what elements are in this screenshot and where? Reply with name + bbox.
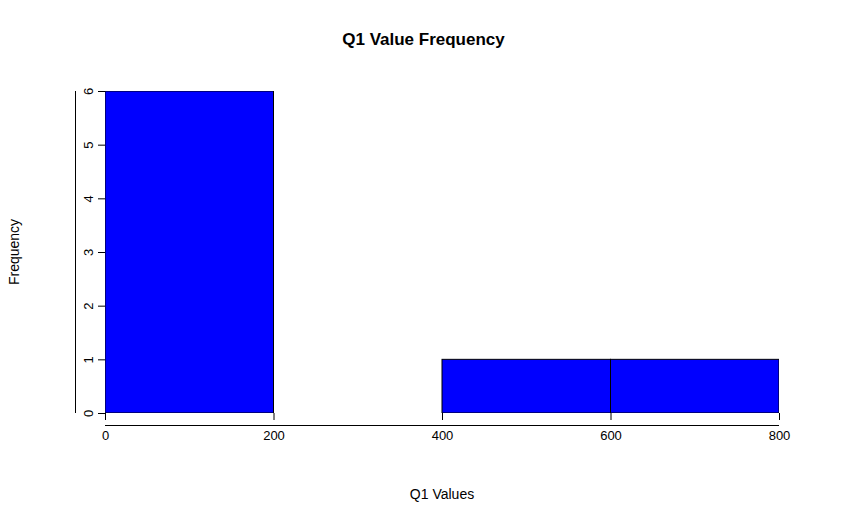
svg-text:0: 0	[81, 410, 96, 417]
svg-text:5: 5	[81, 142, 96, 149]
svg-text:2: 2	[81, 303, 96, 310]
svg-text:1: 1	[81, 356, 96, 363]
svg-text:0: 0	[102, 428, 109, 443]
svg-text:600: 600	[600, 428, 622, 443]
html-text:Q1 Value Frequency: Q1 Value Frequency	[342, 30, 505, 49]
svg-text:4: 4	[81, 195, 96, 202]
svg-text:3: 3	[81, 249, 96, 256]
svg-text:6: 6	[81, 88, 96, 95]
svg-text:200: 200	[263, 428, 285, 443]
svg-text:800: 800	[769, 428, 791, 443]
html-text:Q1 Values: Q1 Values	[409, 486, 475, 502]
svg-text:400: 400	[432, 428, 454, 443]
html-text:Frequency: Frequency	[6, 218, 22, 286]
